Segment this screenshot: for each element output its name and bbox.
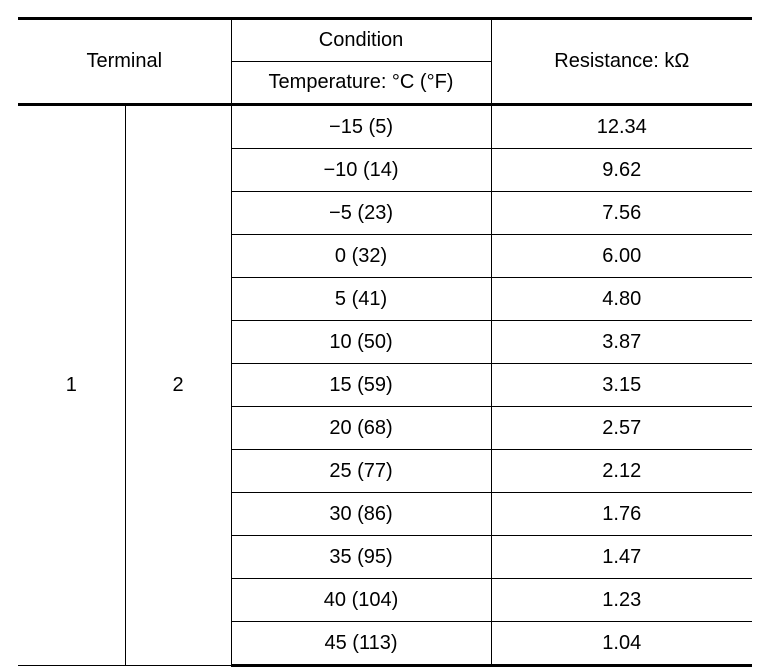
resistance-cell: 1.47 <box>490 535 753 579</box>
resistance-cell: 3.87 <box>490 320 753 364</box>
table-row: −10 (14) 9.62 <box>18 148 753 192</box>
resistance-cell: 1.04 <box>490 621 753 667</box>
resistance-cell: 12.34 <box>490 104 753 149</box>
temperature-cell: 40 (104) <box>231 578 492 622</box>
table-row: 45 (113) 1.04 <box>18 621 753 667</box>
condition-header: Condition <box>230 17 492 62</box>
resistance-cell: 9.62 <box>490 148 753 192</box>
temperature-cell: 45 (113) <box>231 621 492 667</box>
resistance-cell: 3.15 <box>490 363 753 407</box>
table-row: 20 (68) 2.57 <box>18 406 753 450</box>
temperature-cell: −15 (5) <box>230 104 492 149</box>
table-row: 15 (59) 3.15 <box>18 363 753 407</box>
temperature-cell: 15 (59) <box>231 363 492 407</box>
temperature-cell: 25 (77) <box>231 449 492 493</box>
temperature-cell: 5 (41) <box>231 277 492 321</box>
temperature-header: Temperature: °C (°F) <box>231 61 492 106</box>
temperature-cell: −10 (14) <box>231 148 492 192</box>
terminal-a-cell: 1 <box>18 104 126 666</box>
temperature-cell: 20 (68) <box>231 406 492 450</box>
resistance-table: Terminal Condition Resistance: kΩ Temper… <box>18 17 753 667</box>
temperature-cell: 10 (50) <box>231 320 492 364</box>
table-body: 1 2 −15 (5) 12.34 −10 (14) 9.62 −5 (23) 7.56 0 (… <box>18 104 753 667</box>
table-row: 10 (50) 3.87 <box>18 320 753 364</box>
resistance-cell: 2.12 <box>490 449 753 493</box>
temperature-cell: 0 (32) <box>231 234 492 278</box>
table-row: 1 2 −15 (5) 12.34 <box>18 104 753 666</box>
resistance-header: Resistance: kΩ <box>490 17 753 106</box>
resistance-cell: 6.00 <box>490 234 753 278</box>
terminal-header: Terminal <box>18 17 232 106</box>
table-row: 25 (77) 2.12 <box>18 449 753 493</box>
terminal-b-cell: 2 <box>124 104 232 666</box>
temperature-cell: 35 (95) <box>231 535 492 579</box>
resistance-cell: 1.23 <box>490 578 753 622</box>
temperature-cell: −5 (23) <box>231 191 492 235</box>
resistance-cell: 4.80 <box>490 277 753 321</box>
resistance-cell: 2.57 <box>490 406 753 450</box>
resistance-cell: 7.56 <box>490 191 753 235</box>
temperature-cell: 30 (86) <box>231 492 492 536</box>
table-row: 30 (86) 1.76 <box>18 492 753 536</box>
resistance-cell: 1.76 <box>490 492 753 536</box>
table-row: 5 (41) 4.80 <box>18 277 753 321</box>
